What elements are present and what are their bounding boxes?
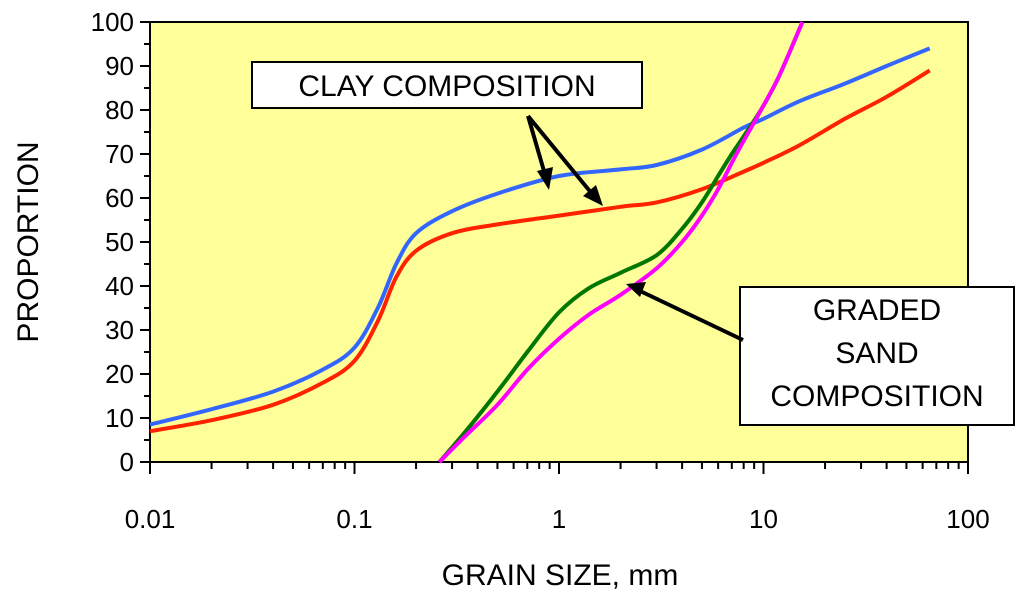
series-line-sand-magenta xyxy=(437,21,805,464)
y-tick-label: 80 xyxy=(105,95,134,125)
y-tick-label: 0 xyxy=(120,447,134,477)
sand-arrowhead xyxy=(626,282,646,297)
x-tick-label: 0.01 xyxy=(125,504,176,534)
clay-arrowhead-blue xyxy=(537,167,553,190)
clay-arrow-red xyxy=(526,114,595,197)
clay-arrowhead-red xyxy=(583,185,603,206)
sand-arrow xyxy=(637,288,744,342)
tick-labels: 0 10 20 30 40 50 60 70 80 90 100 0.01 0.1 1 10 100 xyxy=(91,7,990,534)
y-tick-label: 60 xyxy=(105,183,134,213)
y-axis-title: PROPORTION xyxy=(12,141,45,342)
x-tick-label: 0.1 xyxy=(336,504,372,534)
sand-label-line-3: COMPOSITION xyxy=(770,380,983,413)
x-tick-label: 1 xyxy=(552,504,566,534)
series-layer xyxy=(149,21,931,464)
y-tick-label: 40 xyxy=(105,271,134,301)
sand-label-line-1: GRADED xyxy=(813,294,941,327)
series-line-clay-blue xyxy=(149,46,931,427)
axis-ticks xyxy=(140,21,969,474)
y-tick-label: 20 xyxy=(105,359,134,389)
clay-annotation: CLAY COMPOSITION xyxy=(251,61,643,206)
sand-label-box xyxy=(739,286,1015,426)
x-tick-label: 10 xyxy=(749,504,778,534)
y-tick-label: 100 xyxy=(91,7,134,37)
y-tick-label: 10 xyxy=(105,403,134,433)
clay-arrow-blue xyxy=(526,115,548,179)
x-tick-label: 100 xyxy=(946,504,989,534)
clay-label-box xyxy=(251,61,643,109)
sand-label-line-2: SAND xyxy=(835,337,918,370)
series-line-clay-red xyxy=(149,68,931,434)
y-tick-label: 90 xyxy=(105,51,134,81)
y-tick-label: 30 xyxy=(105,315,134,345)
y-tick-label: 50 xyxy=(105,227,134,257)
y-tick-label: 70 xyxy=(105,139,134,169)
sand-annotation: GRADED SAND COMPOSITION xyxy=(626,282,1015,426)
x-axis-title: GRAIN SIZE, mm xyxy=(442,559,679,592)
clay-label: CLAY COMPOSITION xyxy=(298,70,595,103)
